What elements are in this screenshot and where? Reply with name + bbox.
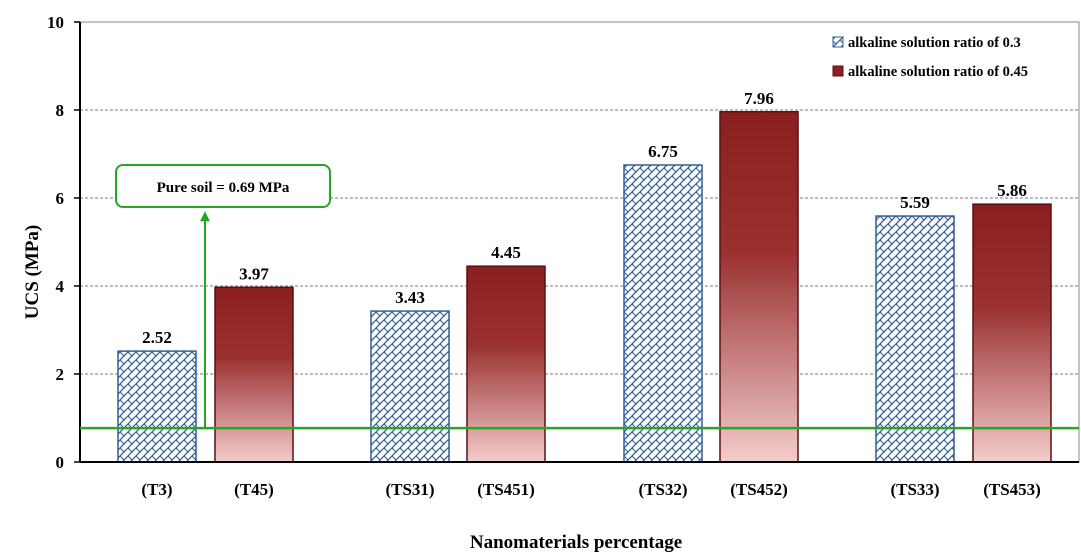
data-label-ts453: 5.86 [997, 181, 1027, 200]
axes [74, 21, 1079, 463]
data-label-ts33: 5.59 [900, 193, 930, 212]
data-label-t45: 3.97 [239, 264, 269, 283]
pure-soil-annotation: Pure soil = 0.69 MPa [115, 164, 331, 208]
y-tick-label-6: 6 [56, 189, 65, 208]
data-label-ts32: 6.75 [648, 142, 678, 161]
y-tick-label-2: 2 [56, 365, 65, 384]
bar-ts452 [719, 111, 799, 463]
bar-t45 [214, 286, 294, 463]
x-tick-label-ts453: (TS453) [983, 480, 1041, 499]
legend-swatch-1 [832, 65, 844, 77]
y-tick-label-4: 4 [56, 277, 65, 296]
x-tick-label-t3: (T3) [141, 480, 172, 499]
x-tick-label-ts31: (TS31) [385, 480, 434, 499]
legend-swatch-0 [832, 36, 844, 48]
legend-label-0: alkaline solution ratio of 0.3 [848, 35, 1021, 51]
x-axis-title: Nanomaterials percentage [470, 532, 682, 553]
bar-ts32 [623, 164, 703, 463]
reference-layer [80, 211, 1079, 430]
x-tick-label-ts33: (TS33) [890, 480, 939, 499]
y-tick-label-8: 8 [56, 101, 65, 120]
legend-entry-0: alkaline solution ratio of 0.3 [832, 35, 1021, 51]
x-tick-label-ts32: (TS32) [638, 480, 687, 499]
y-tick-label-10: 10 [47, 13, 64, 32]
annotation-box [115, 164, 331, 208]
bars [117, 111, 1052, 463]
bar-ts453 [972, 203, 1052, 463]
legend-label-1: alkaline solution ratio of 0.45 [848, 64, 1028, 80]
annotation-arrow-head [200, 211, 210, 222]
bar-ts451 [466, 265, 546, 463]
y-axis-title: UCS (MPa) [22, 225, 43, 319]
legend-entry-1: alkaline solution ratio of 0.45 [832, 64, 1028, 80]
legend: alkaline solution ratio of 0.3 alkaline … [832, 35, 1028, 80]
data-label-ts31: 3.43 [395, 288, 425, 307]
y-tick-labels: 0 2 4 6 8 10 [47, 13, 65, 472]
data-label-ts451: 4.45 [491, 243, 521, 262]
data-labels: 2.52 3.97 3.43 4.45 6.75 7.96 5.59 5.86 [142, 89, 1027, 347]
x-tick-label-ts451: (TS451) [477, 480, 535, 499]
bar-ts33 [875, 215, 955, 463]
bar-t3 [117, 350, 197, 463]
x-tick-labels: (T3) (T45) (TS31) (TS451) (TS32) (TS452) (TS33… [141, 480, 1040, 499]
x-tick-label-t45: (T45) [234, 480, 274, 499]
y-tick-label-0: 0 [56, 453, 65, 472]
data-label-t3: 2.52 [142, 328, 172, 347]
annotation-text: Pure soil = 0.69 MPa [157, 180, 290, 196]
bar-ts31 [370, 310, 450, 463]
data-label-ts452: 7.96 [744, 89, 774, 108]
x-tick-label-ts452: (TS452) [730, 480, 788, 499]
